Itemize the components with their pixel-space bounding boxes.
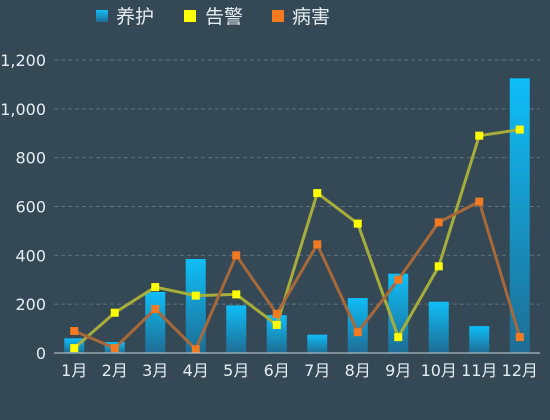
bar [388,273,409,353]
y-tick-label: 1,000 [0,100,46,119]
y-tick-label: 0 [36,344,46,363]
point-disease [232,251,241,260]
grid-lines [54,59,540,305]
point-disease [353,328,362,337]
point-alert [232,290,241,299]
y-tick-label: 1,200 [0,51,46,70]
point-disease [394,275,403,284]
point-alert [110,308,119,317]
x-axis: 1月 2月 3月 4月 5月 6月 7月 8月 9月 10月 11月 12月 [54,352,540,380]
bar [509,78,530,353]
x-tick-label: 3月 [142,361,168,380]
x-tick-label: 9月 [385,361,411,380]
point-alert [515,125,524,134]
x-tick-label: 11月 [461,361,497,380]
bar [469,326,490,353]
point-disease [434,218,443,227]
legend-label-maintenance: 养护 [116,6,154,28]
point-alert [475,131,484,140]
y-tick-label: 600 [15,198,46,217]
y-tick-label: 800 [15,149,46,168]
point-disease [515,333,524,342]
bar-series-maintenance [64,78,530,353]
bar [347,298,368,353]
x-tick-label: 7月 [304,361,330,380]
line-series [70,125,524,354]
point-disease [191,345,200,354]
legend-label-disease: 病害 [292,6,330,28]
legend-label-alert: 告警 [205,6,243,28]
bar [226,305,247,353]
x-tick-label: 12月 [502,361,538,380]
point-alert [272,320,281,329]
x-tick-label: 10月 [421,361,457,380]
yellow-square-icon [184,10,196,22]
legend-item-alert[interactable]: 告警 [184,6,243,28]
x-tick-label: 8月 [345,361,371,380]
gradient-square-icon [96,10,108,22]
bar [145,291,166,353]
y-axis-ticks: 0 200 400 600 800 1,000 1,200 [0,51,46,363]
x-tick-label: 2月 [102,361,128,380]
legend-item-disease[interactable]: 病害 [272,6,330,28]
point-alert [394,333,403,342]
point-disease [313,240,322,249]
x-tick-label: 5月 [223,361,249,380]
line-disease [73,200,522,351]
x-tick-label: 4月 [183,361,209,380]
legend-item-maintenance[interactable]: 养护 [96,6,154,28]
bar [185,258,206,353]
point-disease [151,305,160,314]
bar [428,301,449,353]
point-disease [475,197,484,206]
point-disease [110,344,119,353]
point-disease [272,309,281,318]
y-tick-label: 400 [15,246,46,265]
x-tick-label: 6月 [264,361,290,380]
bar [266,315,287,353]
point-alert [191,291,200,300]
legend: 养护 告警 病害 [96,6,330,28]
x-tick-label: 1月 [61,361,87,380]
point-alert [313,189,322,198]
point-alert [70,344,79,353]
orange-square-icon [272,10,284,22]
line-alert [73,128,520,350]
point-alert [353,219,362,228]
y-tick-label: 200 [15,295,46,314]
point-disease [70,327,79,336]
bar [307,334,328,353]
point-alert [434,262,443,271]
point-alert [151,283,160,292]
